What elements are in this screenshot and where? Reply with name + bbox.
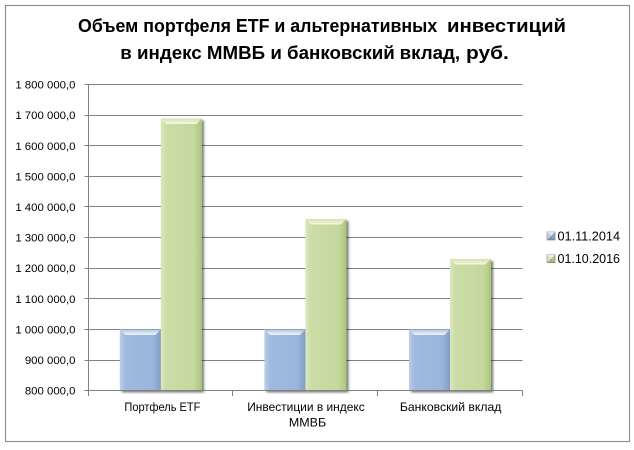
svg-text:1 600 000,0: 1 600 000,0 — [15, 141, 75, 153]
svg-text:1 700 000,0: 1 700 000,0 — [15, 110, 75, 122]
svg-text:ММВБ: ММВБ — [289, 416, 326, 430]
svg-text:1 100 000,0: 1 100 000,0 — [15, 294, 75, 306]
svg-text:в индекс ММВБ и банковский: в индекс ММВБ и банковский — [120, 42, 395, 63]
svg-text:вклад,: вклад, — [400, 42, 461, 63]
svg-text:01.10.2016: 01.10.2016 — [558, 252, 621, 266]
svg-text:руб.: руб. — [466, 42, 509, 63]
svg-text:1 000 000,0: 1 000 000,0 — [15, 324, 75, 336]
svg-text:800 000,0: 800 000,0 — [25, 386, 76, 398]
svg-text:1 500 000,0: 1 500 000,0 — [15, 171, 75, 183]
svg-text:900 000,0: 900 000,0 — [25, 355, 76, 367]
svg-text:01.11.2014: 01.11.2014 — [558, 230, 621, 244]
svg-text:Банковский вклад: Банковский вклад — [400, 400, 502, 414]
svg-text:1 400 000,0: 1 400 000,0 — [15, 202, 75, 214]
svg-text:Портфель ETF: Портфель ETF — [124, 400, 200, 414]
svg-text:инвестиций: инвестиций — [447, 15, 566, 36]
svg-text:1 300 000,0: 1 300 000,0 — [15, 233, 75, 245]
svg-text:1 800 000,0: 1 800 000,0 — [15, 80, 75, 92]
svg-text:Инвестиции в индекс: Инвестиции в индекс — [247, 400, 365, 414]
svg-text:1 200 000,0: 1 200 000,0 — [15, 263, 75, 275]
svg-text:Объем портфеля ETF и альтернат: Объем портфеля ETF и альтернативных — [78, 15, 438, 36]
